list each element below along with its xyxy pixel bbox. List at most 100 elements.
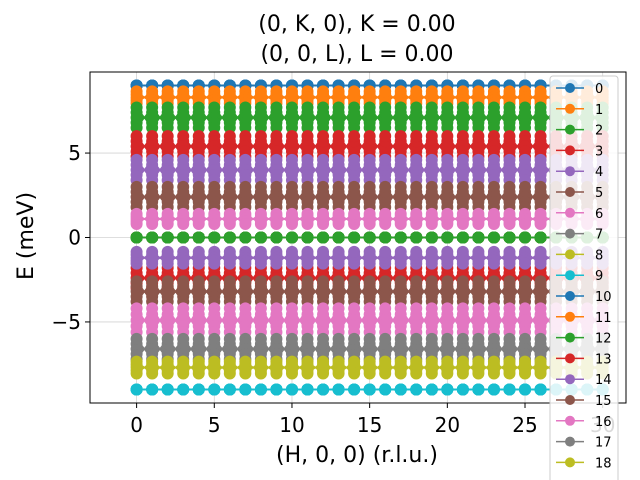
point-s14-x12	[317, 245, 330, 258]
point-s18-x6	[223, 355, 236, 368]
legend-item-4: 4	[556, 165, 603, 180]
point-s6-x23	[487, 217, 500, 230]
point-s14-x20	[441, 245, 454, 258]
point-s14-x13	[332, 257, 345, 270]
legend-marker-6	[565, 207, 575, 218]
point-s4-x20	[441, 153, 454, 166]
point-s6-x1	[146, 217, 159, 230]
legend-item-2: 2	[556, 124, 603, 139]
point-s6-x20	[441, 207, 454, 220]
point-s2-x7	[239, 121, 252, 134]
point-s14-x19	[425, 257, 438, 270]
legend-marker-4	[565, 166, 575, 177]
point-s18-x25	[519, 367, 532, 380]
point-s6-x3	[177, 217, 190, 230]
point-s19-x18	[410, 383, 423, 396]
point-s17-x18	[410, 332, 423, 345]
point-s19-x15	[363, 383, 376, 396]
point-s2-x5	[208, 121, 221, 134]
point-s2-x10	[285, 101, 298, 114]
point-s12-x23	[487, 231, 500, 244]
legend-marker-2	[565, 124, 575, 135]
point-s12-x12	[317, 231, 330, 244]
point-s3-x8	[254, 130, 267, 143]
point-s2-x0	[130, 101, 143, 114]
point-s3-x20	[441, 130, 454, 143]
point-s4-x24	[503, 153, 516, 166]
y-tick-label-2: 5	[68, 141, 81, 165]
point-s6-x10	[285, 207, 298, 220]
point-s6-x8	[254, 207, 267, 220]
point-s4-x16	[379, 153, 392, 166]
point-s4-x26	[534, 153, 547, 166]
point-s16-x24	[503, 302, 516, 315]
point-s15-x2	[161, 275, 174, 288]
legend-label-7: 7	[595, 228, 603, 243]
point-s2-x13	[332, 121, 345, 134]
point-s1-x18	[410, 85, 423, 98]
point-s16-x2	[161, 302, 174, 315]
point-s17-x20	[441, 332, 454, 345]
point-s18-x12	[317, 355, 330, 368]
legend-item-15: 15	[556, 394, 612, 409]
legend-label-5: 5	[595, 186, 603, 201]
legend-item-1: 1	[556, 103, 603, 118]
point-s18-x26	[534, 355, 547, 368]
legend-marker-1	[565, 103, 575, 114]
chart-title-line-1: (0, K, 0), K = 0.00	[258, 12, 455, 37]
point-s2-x1	[146, 121, 159, 134]
point-s18-x20	[441, 355, 454, 368]
point-s16-x16	[379, 302, 392, 315]
point-s14-x4	[192, 245, 205, 258]
legend-item-9: 9	[556, 269, 603, 284]
point-s14-x18	[410, 245, 423, 258]
point-s19-x26	[534, 383, 547, 396]
legend-label-2: 2	[595, 124, 603, 139]
y-tick-label-0: −5	[52, 310, 81, 334]
legend-item-10: 10	[556, 290, 612, 305]
legend-item-18: 18	[556, 456, 612, 471]
point-s19-x7	[239, 383, 252, 396]
point-s6-x16	[379, 207, 392, 220]
point-s17-x26	[534, 332, 547, 345]
point-s5-x22	[472, 180, 485, 193]
point-s15-x0	[130, 275, 143, 288]
point-s2-x26	[534, 101, 547, 114]
point-s17-x14	[348, 332, 361, 345]
point-s12-x21	[456, 231, 469, 244]
point-s19-x20	[441, 383, 454, 396]
point-s14-x1	[146, 257, 159, 270]
point-s18-x19	[425, 367, 438, 380]
legend-item-6: 6	[556, 207, 603, 222]
point-s2-x18	[410, 101, 423, 114]
series-12	[130, 231, 609, 244]
legend-label-13: 13	[595, 352, 612, 367]
legend-marker-16	[565, 415, 575, 426]
point-s6-x15	[363, 217, 376, 230]
legend-label-18: 18	[595, 456, 612, 471]
point-s14-x21	[456, 257, 469, 270]
point-s4-x10	[285, 153, 298, 166]
point-s4-x14	[348, 153, 361, 166]
point-s14-x2	[161, 245, 174, 258]
point-s5-x8	[254, 180, 267, 193]
point-s6-x2	[161, 207, 174, 220]
point-s12-x2	[161, 231, 174, 244]
x-tick-label-5: 25	[512, 413, 537, 437]
legend-item-11: 11	[556, 311, 612, 326]
point-s6-x4	[192, 207, 205, 220]
point-s19-x17	[394, 383, 407, 396]
point-s1-x0	[130, 85, 143, 98]
point-s15-x18	[410, 275, 423, 288]
point-s17-x12	[317, 332, 330, 345]
point-s4-x4	[192, 153, 205, 166]
point-s5-x6	[223, 180, 236, 193]
point-s1-x20	[441, 85, 454, 98]
point-s14-x10	[285, 245, 298, 258]
point-s19-x21	[456, 383, 469, 396]
point-s12-x16	[379, 231, 392, 244]
point-s2-x14	[348, 101, 361, 114]
point-s16-x14	[348, 302, 361, 315]
legend-label-0: 0	[595, 82, 603, 97]
point-s18-x11	[301, 367, 314, 380]
